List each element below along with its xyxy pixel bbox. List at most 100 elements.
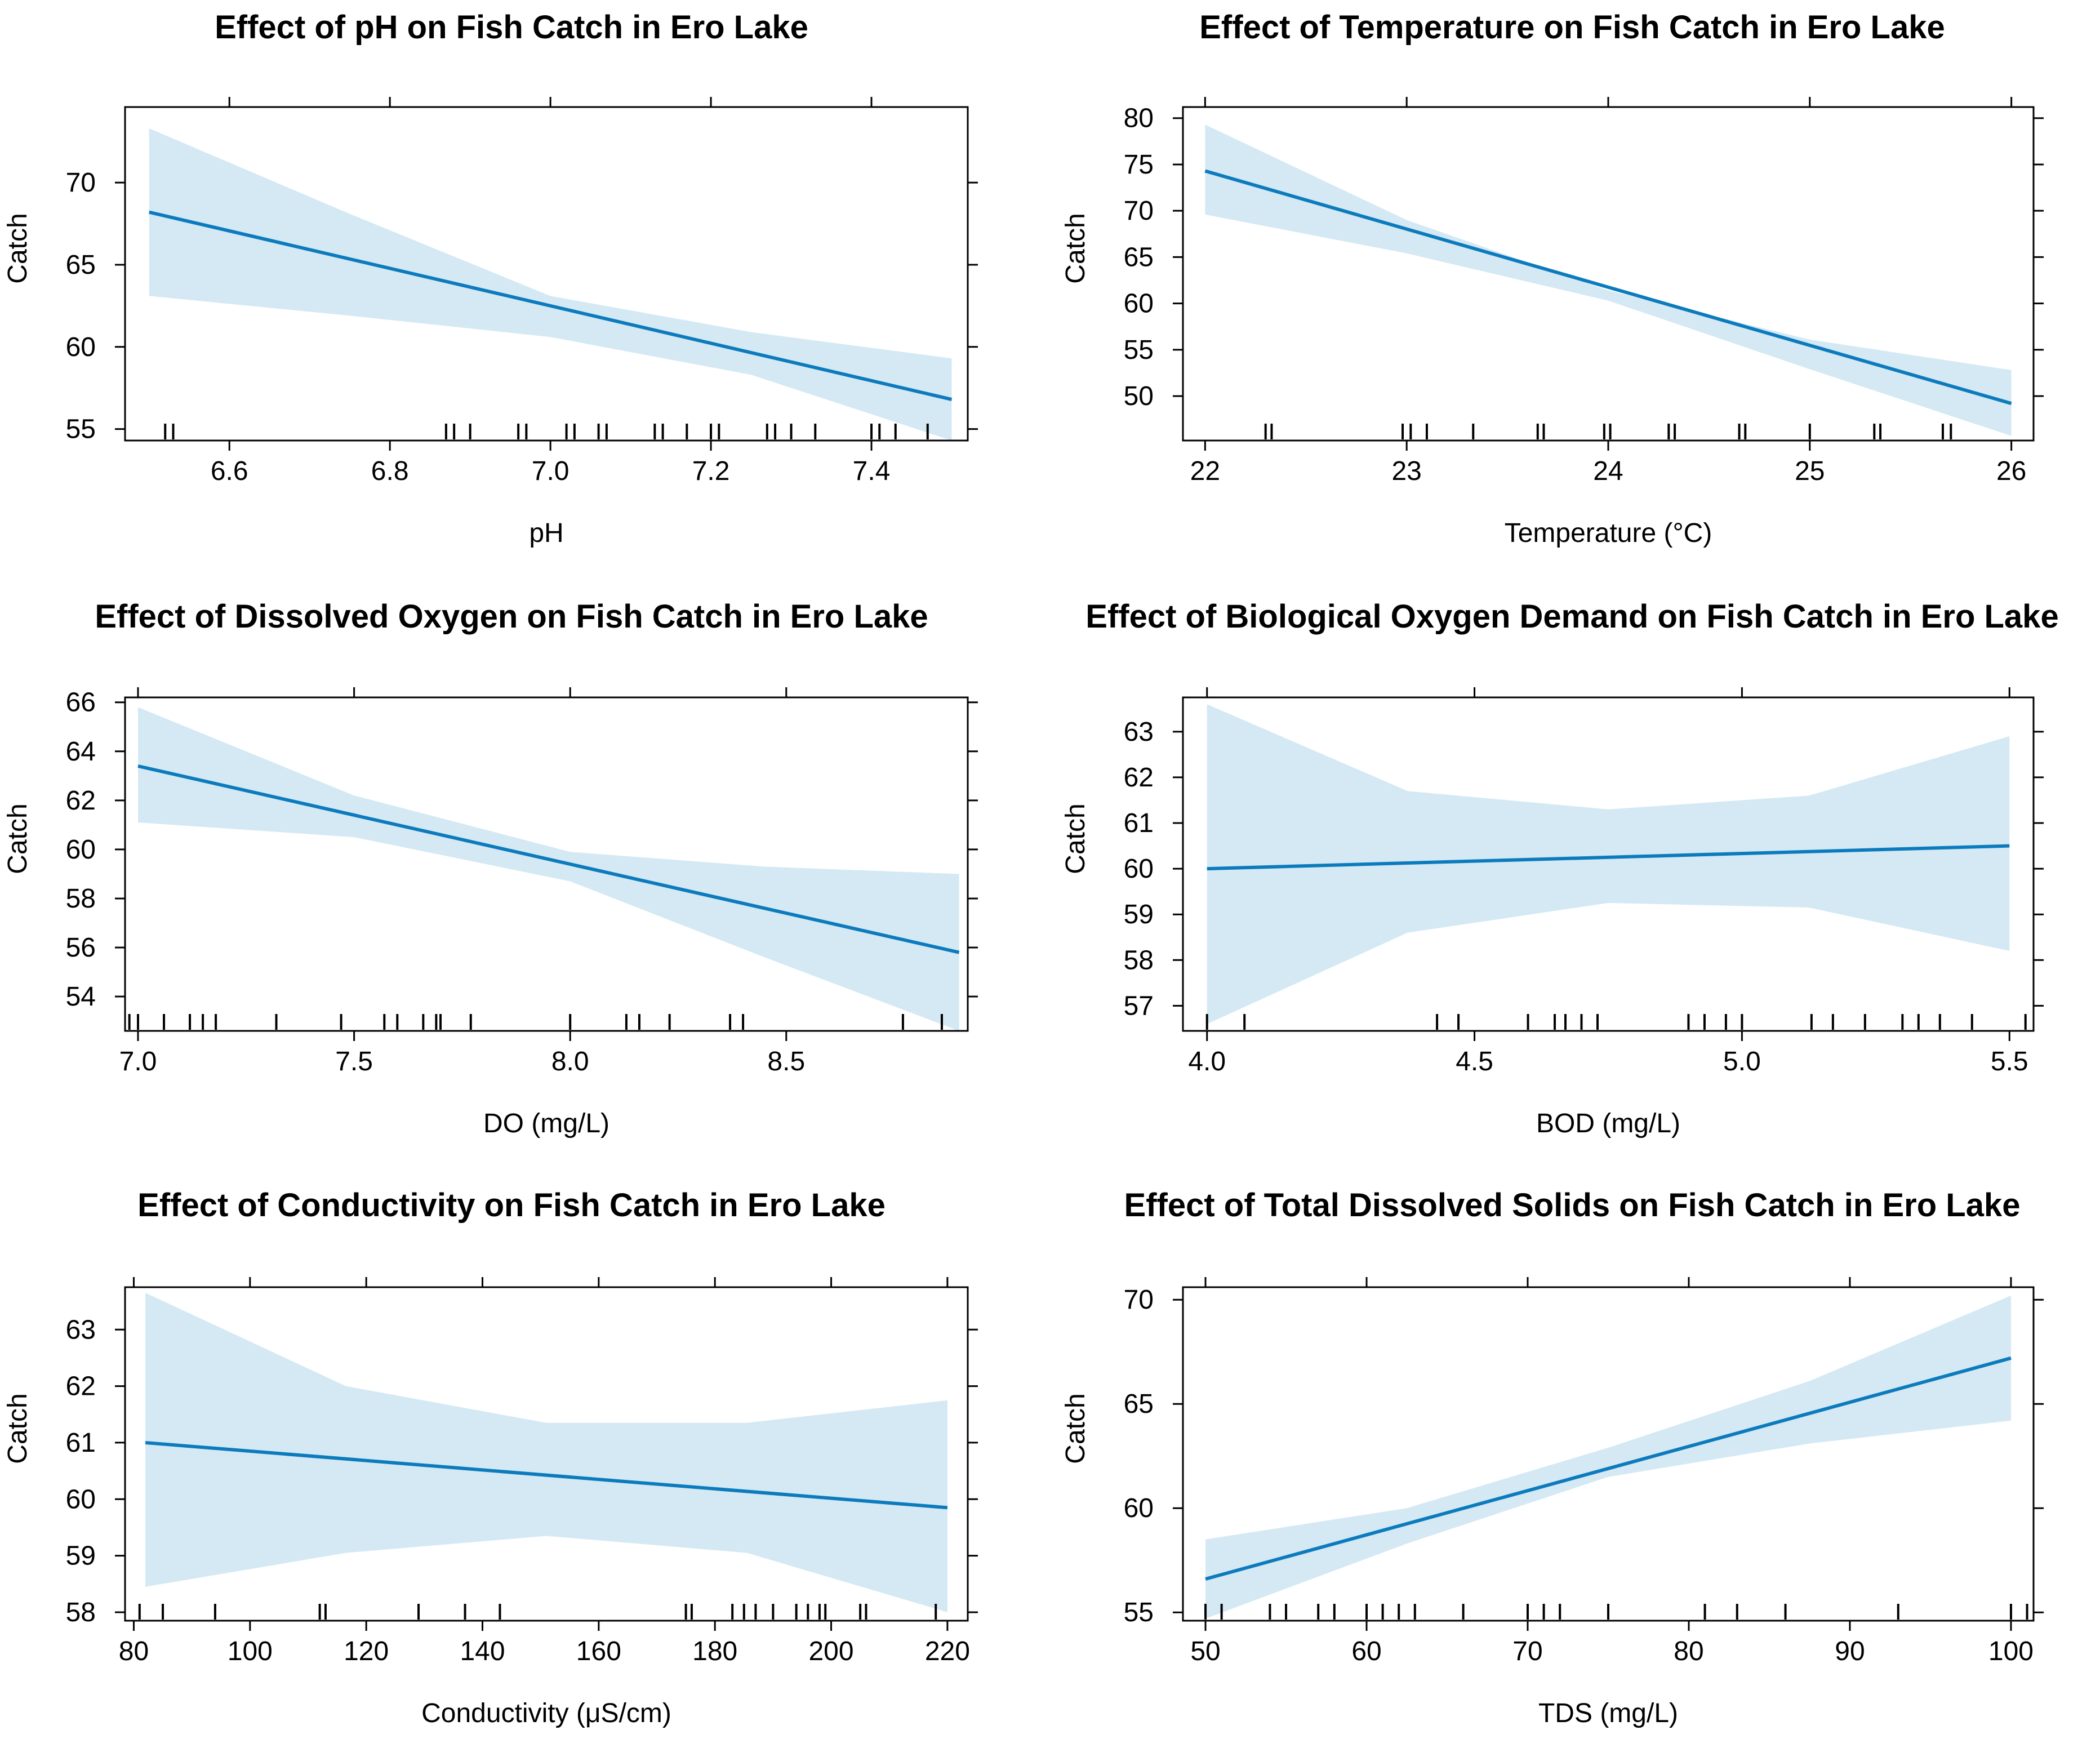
y-axis-label: Catch [3,1393,33,1464]
panel-1: Effect of pH on Fish Catch in Ero Lake 6.… [3,9,978,548]
y-tick-label: 62 [66,786,96,816]
y-tick-label: 60 [1124,289,1154,319]
plot-frame [124,106,969,442]
x-tick-label: 80 [119,1636,149,1666]
y-tick-label: 65 [1124,1389,1154,1419]
x-tick-label: 4.0 [1188,1047,1226,1077]
y-tick-label: 60 [1124,854,1154,884]
x-tick-label: 180 [692,1636,737,1666]
fit-line [145,1440,948,1510]
y-tick-label: 60 [1124,1493,1154,1523]
x-tick-label: 120 [344,1636,389,1666]
chart-title: Effect of Conductivity on Fish Catch in … [137,1187,886,1224]
y-tick-label: 57 [1124,991,1154,1021]
x-tick-label: 8.0 [551,1047,589,1077]
x-axis-label: Temperature (°C) [1505,518,1712,548]
y-tick-label: 56 [66,933,96,963]
x-tick-label: 50 [1190,1636,1220,1666]
y-tick-label: 55 [1124,335,1154,365]
x-tick-label: 100 [1988,1636,2034,1666]
y-tick-label: 63 [66,1315,96,1345]
y-tick-label: 70 [66,168,96,198]
x-tick-label: 7.5 [335,1047,373,1077]
panel-3: Effect of Dissolved Oxygen on Fish Catch… [3,598,978,1138]
y-tick-label: 65 [66,250,96,280]
y-tick-label: 58 [66,884,96,914]
y-tick-label: 58 [66,1598,96,1627]
x-tick-label: 140 [460,1636,505,1666]
y-tick-label: 59 [66,1541,96,1571]
fit-line [1205,1356,2012,1581]
y-tick-label: 66 [66,688,96,718]
x-axis-label: Conductivity (μS/cm) [421,1698,671,1728]
y-tick-label: 55 [1124,1598,1154,1627]
fit-line [1207,844,2010,871]
y-tick-label: 65 [1124,242,1154,272]
x-tick-label: 220 [925,1636,970,1666]
y-tick-label: 61 [1124,808,1154,838]
x-tick-label: 5.5 [1991,1047,2028,1077]
confidence-band [149,128,952,441]
x-tick-label: 25 [1795,456,1825,486]
chart-title: Effect of Dissolved Oxygen on Fish Catch… [95,598,928,635]
y-tick-label: 80 [1124,104,1154,134]
y-tick-label: 54 [66,982,96,1012]
y-axis-label: Catch [1061,1393,1091,1464]
panel-4: Effect of Biological Oxygen Demand on Fi… [1061,598,2059,1138]
y-axis-label: Catch [3,803,33,874]
confidence-band [1205,1295,2011,1619]
x-tick-label: 6.6 [211,456,248,486]
x-tick-label: 100 [228,1636,273,1666]
confidence-band [1207,704,2010,1024]
plot-frame [124,696,969,1032]
y-tick-label: 60 [66,1484,96,1514]
confidence-band [1205,124,2012,436]
y-tick-label: 62 [66,1372,96,1402]
panel-6: Effect of Total Dissolved Solids on Fish… [1061,1187,2044,1728]
x-axis-label: TDS (mg/L) [1538,1698,1678,1728]
x-tick-label: 70 [1512,1636,1542,1666]
fit-line [1204,169,2012,406]
chart-title: Effect of Total Dissolved Solids on Fish… [1124,1187,2021,1224]
fit-line [149,210,953,402]
y-tick-label: 62 [1124,763,1154,793]
x-tick-label: 7.2 [692,456,730,486]
y-tick-label: 75 [1124,150,1154,180]
x-tick-label: 22 [1190,456,1220,486]
x-tick-label: 6.8 [371,456,409,486]
x-tick-label: 80 [1674,1636,1703,1666]
y-tick-label: 60 [66,835,96,865]
y-tick-label: 60 [66,332,96,362]
y-tick-label: 50 [1124,381,1154,411]
x-tick-label: 160 [576,1636,621,1666]
y-tick-label: 55 [66,415,96,444]
x-axis-label: BOD (mg/L) [1536,1109,1680,1138]
x-tick-label: 4.5 [1456,1047,1493,1077]
chart-title: Effect of pH on Fish Catch in Ero Lake [215,9,808,46]
panel-5: Effect of Conductivity on Fish Catch in … [3,1187,978,1728]
y-tick-label: 70 [1124,196,1154,226]
x-tick-label: 23 [1391,456,1421,486]
y-axis-label: Catch [1061,803,1091,874]
x-tick-label: 5.0 [1723,1047,1761,1077]
panel-2: Effect of Temperature on Fish Catch in E… [1061,9,2044,548]
x-tick-label: 26 [1996,456,2026,486]
x-tick-label: 7.4 [853,456,891,486]
plot-frame [1182,696,2035,1032]
chart-title: Effect of Biological Oxygen Demand on Fi… [1085,598,2058,635]
x-tick-label: 60 [1351,1636,1381,1666]
y-tick-label: 59 [1124,900,1154,929]
y-tick-label: 63 [1124,717,1154,747]
confidence-band [138,707,959,1031]
y-tick-label: 58 [1124,945,1154,975]
y-axis-label: Catch [1061,213,1091,283]
fit-line [137,764,960,954]
chart-title: Effect of Temperature on Fish Catch in E… [1199,9,1945,46]
confidence-band [145,1293,947,1612]
y-tick-label: 64 [66,737,96,767]
x-tick-label: 24 [1593,456,1623,486]
x-tick-label: 90 [1835,1636,1865,1666]
plot-frame [124,1286,969,1622]
x-axis-label: pH [529,518,563,548]
y-tick-label: 61 [66,1428,96,1458]
